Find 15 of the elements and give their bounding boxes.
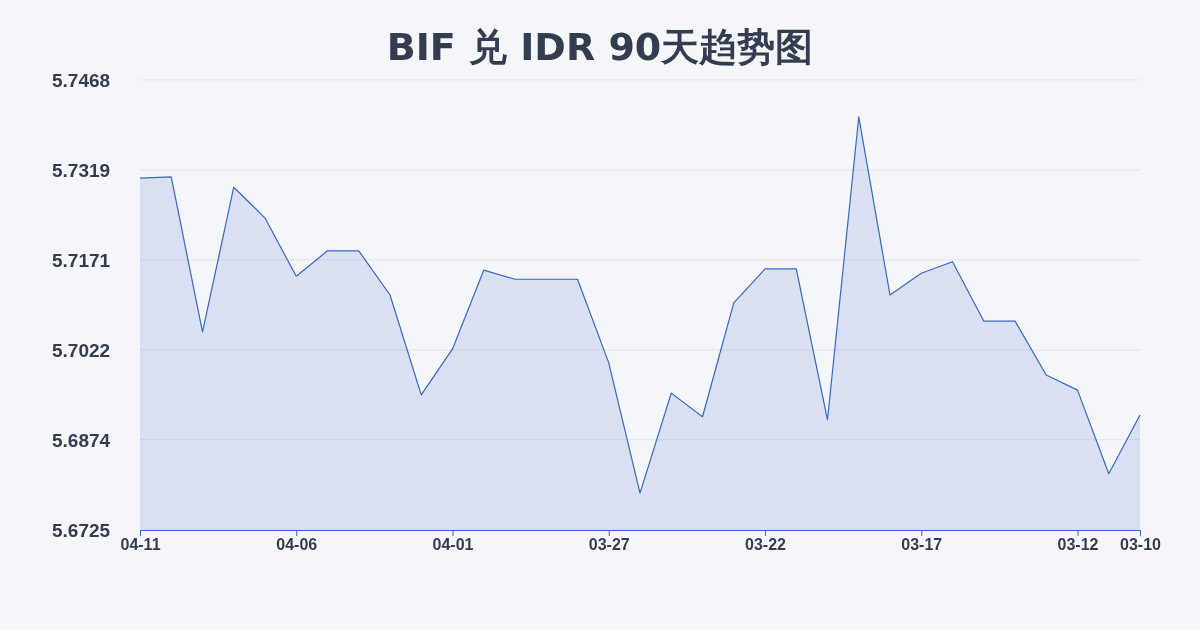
y-tick-label: 5.6874 [52, 429, 111, 451]
x-tick-label: 03-27 [588, 536, 630, 554]
y-tick-label: 5.7171 [52, 250, 111, 272]
x-tick-label: 04-11 [120, 536, 161, 554]
x-tick-label: 04-01 [432, 536, 474, 554]
y-tick-label: 5.7468 [52, 70, 111, 92]
chart-title: BIF 兑 IDR 90天趋势图 [386, 25, 814, 69]
x-tick-label: 04-06 [276, 536, 318, 554]
y-tick-label: 5.6725 [52, 520, 111, 542]
y-tick-label: 5.7022 [52, 340, 111, 362]
x-tick-label: 03-17 [901, 536, 943, 554]
x-tick-label: 03-12 [1057, 536, 1099, 554]
y-tick-label: 5.7319 [52, 160, 111, 182]
x-tick-label: 03-22 [745, 536, 787, 554]
x-tick-label: 03-10 [1120, 536, 1162, 554]
